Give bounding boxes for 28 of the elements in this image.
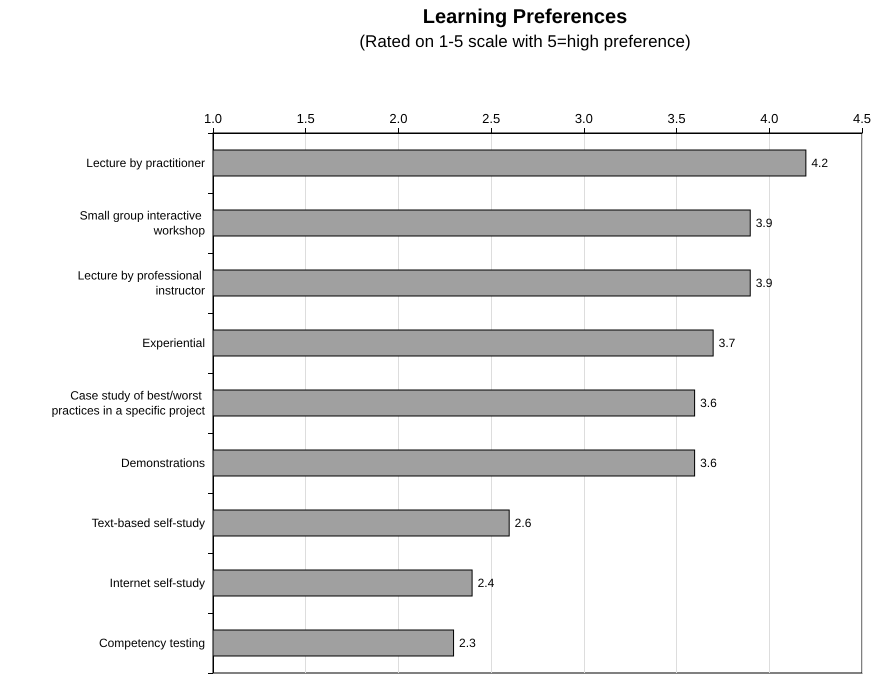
y-tick-label: Competency testing [98, 636, 205, 650]
y-tick-label: Lecture by practitioner [86, 156, 205, 170]
data-label: 4.2 [811, 156, 828, 170]
y-tick-label: Experiential [142, 336, 205, 350]
x-tick-label: 4.0 [760, 111, 778, 126]
x-tick-label: 4.5 [852, 111, 872, 126]
data-label: 3.6 [700, 396, 718, 410]
x-tick-label: 3.5 [668, 111, 686, 126]
y-tick-label: Text-based self-study [92, 516, 205, 530]
y-tick-label: Small group interactive workshop [80, 208, 206, 238]
x-tick-label: 2.0 [389, 111, 408, 126]
data-label: 2.3 [459, 636, 476, 650]
x-tick-label: 3.0 [574, 111, 593, 126]
data-label: 3.7 [718, 336, 736, 350]
chart-subtitle: (Rated on 1-5 scale with 5=high preference) [359, 32, 691, 51]
x-tick-label: 1.5 [296, 111, 315, 126]
y-tick-label: Internet self-study [110, 576, 205, 590]
chart-title: Learning Preferences [422, 6, 628, 28]
data-label: 3.6 [700, 456, 718, 470]
y-tick-label: Lecture by professional instructor [78, 268, 205, 298]
data-label: 2.6 [514, 516, 532, 530]
x-tick-label: 2.5 [482, 111, 500, 126]
y-tick-label: Demonstrations [120, 456, 205, 470]
data-label: 3.9 [756, 216, 773, 230]
x-tick-label: 1.0 [204, 111, 222, 126]
y-tick-label: Case study of best/worst practices in a specific project [52, 388, 206, 418]
data-label: 2.4 [478, 576, 495, 590]
data-label: 3.9 [756, 276, 773, 290]
